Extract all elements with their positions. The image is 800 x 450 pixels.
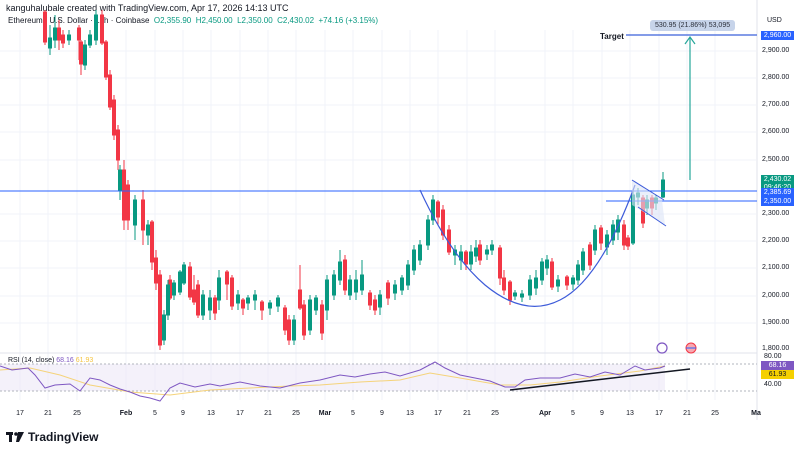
currency-label: USD (767, 17, 782, 24)
rsi-tick: 80.00 (764, 353, 782, 360)
last-price-tag: 2,430.02 (761, 175, 794, 184)
time-tick: 17 (16, 410, 24, 417)
time-tick: 25 (711, 410, 719, 417)
events-icons (656, 342, 697, 354)
time-tick: 21 (44, 410, 52, 417)
ohlc-close: C2,430.02 (277, 16, 315, 25)
tradingview-logo[interactable]: TradingView (6, 430, 98, 444)
rsi-value: 68.16 (56, 357, 74, 364)
ohlc-change: +74.16 (+3.15%) (318, 16, 379, 25)
target-price-tag: 2,960.00 (761, 31, 794, 40)
support-tag: 2,350.00 (761, 197, 794, 206)
price-tick: 2,800.00 (762, 74, 790, 81)
rsi-name: RSI (14, close) (8, 357, 55, 364)
time-tick: 17 (655, 410, 663, 417)
time-tick: 13 (626, 410, 634, 417)
time-tick: 25 (73, 410, 81, 417)
price-tick: 2,700.00 (762, 101, 790, 108)
ohlc-open: O2,355.90 (153, 16, 192, 25)
time-tick: 17 (434, 410, 442, 417)
symbol-legend: Ethereum / U.S. Dollar · 12h · Coinbase … (8, 16, 378, 25)
price-tick: 2,200.00 (762, 237, 790, 244)
time-tick: Apr (538, 410, 552, 417)
time-tick: 13 (207, 410, 215, 417)
time-tick: Ma (751, 410, 761, 417)
rsi-ma-value: 61.93 (75, 357, 94, 364)
ohlc-low: L2,350.00 (237, 16, 273, 25)
time-tick: 5 (351, 410, 355, 417)
candles (43, 10, 665, 350)
price-tick: 1,900.00 (762, 319, 790, 326)
time-tick: 9 (600, 410, 604, 417)
price-tick: 2,900.00 (762, 47, 790, 54)
resistance-tag: 2,385.69 (761, 188, 794, 197)
time-tick: 17 (236, 410, 244, 417)
time-tick: 9 (380, 410, 384, 417)
symbol-name[interactable]: Ethereum / U.S. Dollar · 12h · Coinbase (8, 16, 150, 25)
measure-label[interactable]: 530.95 (21.86%) 53,095 (650, 20, 736, 31)
rsi-ma-tag: 61.93 (761, 370, 794, 379)
time-tick: 9 (181, 410, 185, 417)
price-tick: 2,000.00 (762, 292, 790, 299)
price-tick: 2,300.00 (762, 210, 790, 217)
attribution: kanguhalubale created with TradingView.c… (6, 3, 289, 13)
time-tick: 21 (463, 410, 471, 417)
time-tick: Mar (318, 410, 332, 417)
price-tick: 2,600.00 (762, 128, 790, 135)
ohlc-high: H2,450.00 (195, 16, 233, 25)
time-tick: Feb (119, 410, 133, 417)
time-tick: 13 (406, 410, 414, 417)
target-label: Target (600, 32, 624, 41)
rsi-value-tag: 68.16 (761, 361, 794, 370)
countdown-tag: 09:46:20 (761, 183, 794, 192)
time-tick: 21 (264, 410, 272, 417)
time-tick: 25 (292, 410, 300, 417)
price-tick: 1,800.00 (762, 345, 790, 352)
time-tick: 21 (683, 410, 691, 417)
tradingview-logo-icon (6, 432, 24, 442)
price-tick: 2,100.00 (762, 264, 790, 271)
rsi-legend[interactable]: RSI (14, close) 68.16 61.93 (8, 357, 93, 364)
time-tick: 5 (571, 410, 575, 417)
rsi-tick: 40.00 (764, 381, 782, 388)
time-tick: 5 (153, 410, 157, 417)
time-tick: 25 (491, 410, 499, 417)
price-tick: 2,500.00 (762, 156, 790, 163)
brand-name: TradingView (28, 430, 99, 444)
